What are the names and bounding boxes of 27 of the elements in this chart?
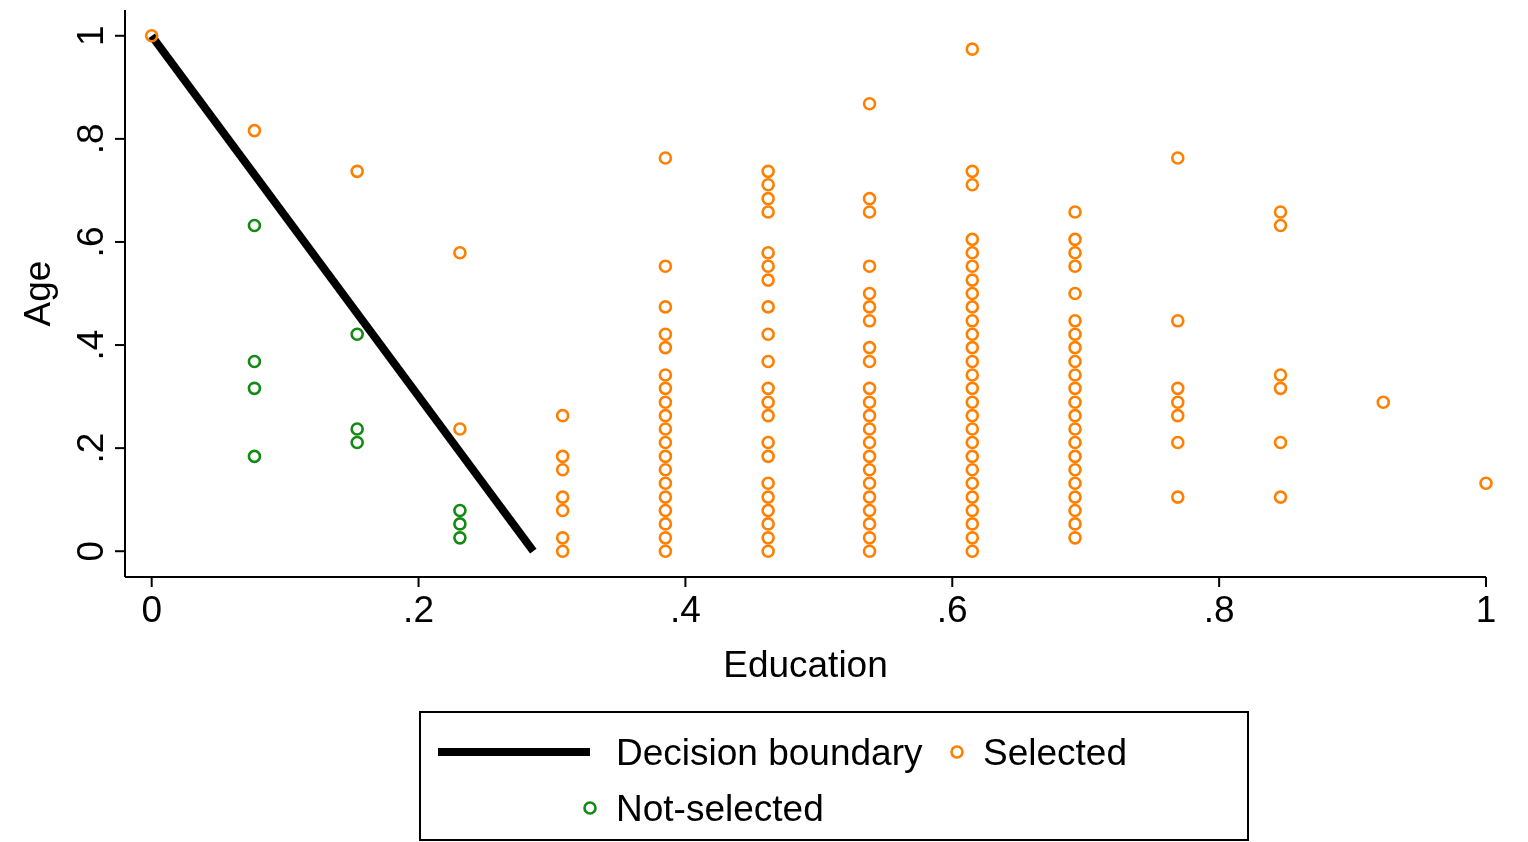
- x-tick-label: .8: [1203, 589, 1235, 630]
- point: [453, 517, 467, 531]
- y-axis-title: Age: [17, 260, 58, 327]
- y-tick-label: .6: [70, 226, 111, 258]
- point: [453, 503, 467, 518]
- point: [453, 531, 467, 545]
- y-tick-label: .2: [70, 432, 111, 464]
- point: [247, 449, 262, 464]
- x-tick-label: 0: [141, 589, 162, 630]
- x-tick-label: 1: [1475, 589, 1497, 630]
- point: [247, 218, 262, 233]
- x-tick-label: .6: [936, 589, 968, 630]
- y-tick-label: .4: [70, 329, 111, 361]
- x-axis-title: Education: [723, 644, 888, 685]
- legend-label: Not-selected: [616, 787, 824, 829]
- point: [350, 435, 364, 450]
- point: [247, 354, 262, 369]
- legend-label: Decision boundary: [616, 731, 923, 773]
- legend-label: Selected: [983, 731, 1127, 773]
- y-tick-label: .8: [70, 123, 111, 155]
- point: [350, 327, 364, 342]
- y-tick-label: 1: [70, 25, 111, 47]
- y-tick-label: 0: [70, 540, 111, 562]
- point: [350, 422, 364, 436]
- x-tick-label: .2: [403, 589, 434, 630]
- point: [247, 381, 262, 396]
- x-tick-label: .4: [669, 589, 701, 630]
